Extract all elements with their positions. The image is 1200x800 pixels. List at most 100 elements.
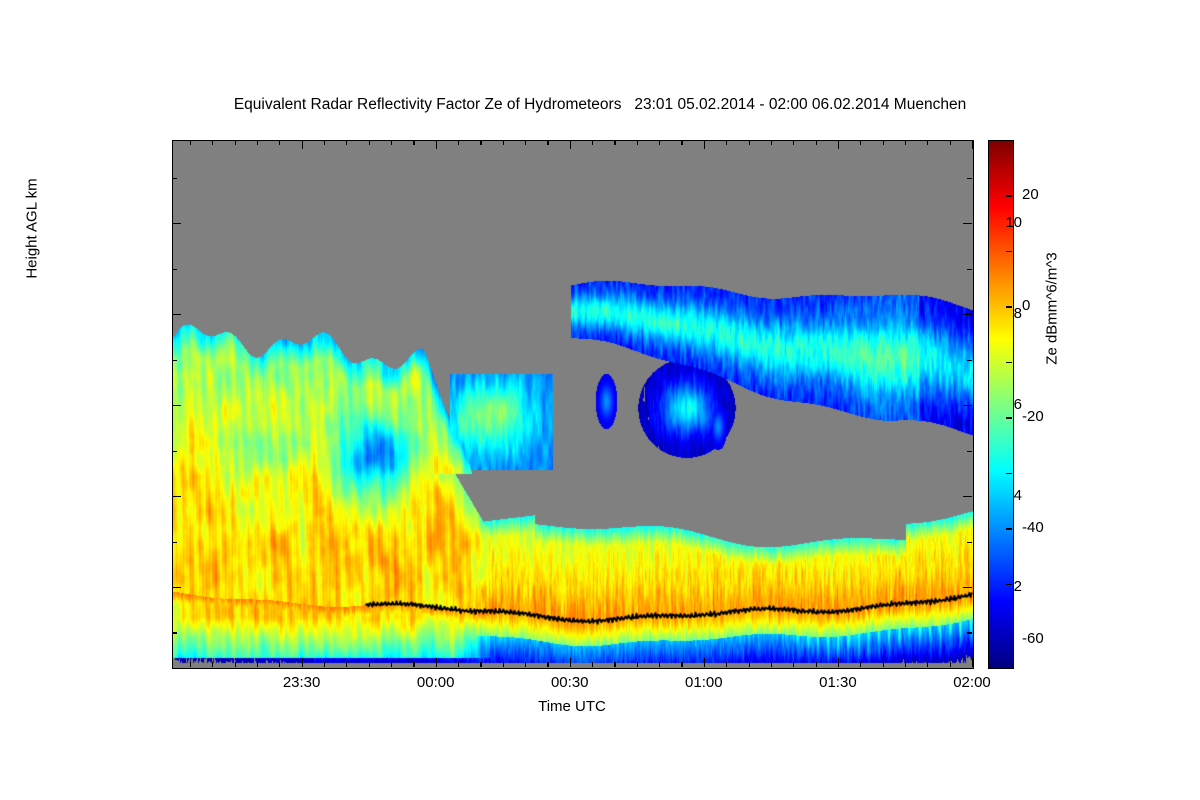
x-axis-tick [726, 662, 728, 667]
x-axis-tick [703, 658, 706, 667]
x-tick-label: 00:30 [550, 674, 589, 691]
x-axis-tick [458, 662, 460, 667]
y-axis-tick [967, 541, 972, 543]
x-axis-tick [547, 140, 549, 145]
y-axis-tick [963, 223, 972, 225]
x-axis-tick [860, 662, 862, 667]
x-axis-tick [323, 140, 326, 145]
x-axis-tick [703, 140, 706, 149]
x-axis-tick [815, 140, 817, 145]
colorbar-tick [1006, 583, 1012, 585]
x-axis-tick [949, 140, 951, 145]
x-axis-tick [748, 662, 750, 667]
x-axis-tick [972, 658, 974, 667]
x-axis-tick [636, 662, 638, 667]
x-axis-tick [770, 140, 773, 145]
y-axis-tick [963, 586, 972, 589]
x-axis-tick [279, 662, 281, 667]
x-axis-tick [636, 140, 638, 145]
y-tick-label: 2 [1013, 577, 1022, 595]
x-axis-tick [681, 140, 683, 145]
x-axis-tick [837, 140, 840, 149]
x-axis-tick [458, 140, 460, 145]
x-axis-tick [212, 662, 214, 667]
x-axis-tick [659, 140, 661, 145]
y-axis-tick [967, 268, 972, 270]
y-tick-label: 8 [1013, 305, 1022, 323]
x-axis-tick [882, 662, 884, 667]
x-axis-tick [502, 140, 504, 145]
colorbar-tick [1006, 528, 1012, 530]
y-tick-label: 4 [1013, 487, 1022, 505]
x-axis-tick [793, 662, 795, 667]
colorbar-tick [1006, 417, 1012, 419]
x-axis-tick [927, 140, 929, 145]
x-axis-tick [480, 140, 482, 145]
x-axis-tick [860, 140, 862, 145]
y-axis-tick [172, 177, 177, 179]
x-axis-tick [748, 140, 750, 145]
x-axis-tick [502, 662, 504, 667]
x-axis-tick [837, 658, 840, 667]
y-axis-tick [172, 541, 177, 543]
x-axis-tick [368, 140, 370, 145]
x-axis-tick [346, 662, 348, 667]
x-axis-tick [569, 658, 571, 667]
x-axis-tick [189, 662, 192, 667]
x-axis-tick [882, 140, 884, 145]
x-axis-tick [726, 140, 728, 145]
plot-area [172, 140, 974, 669]
y-axis-tick [172, 450, 177, 452]
y-axis-tick [172, 632, 177, 634]
colorbar-tick [1006, 472, 1012, 475]
colorbar-tick [1006, 250, 1012, 253]
y-axis-tick [172, 586, 181, 589]
x-axis-tick [480, 662, 482, 667]
x-axis-tick [212, 140, 214, 145]
x-axis-tick [614, 140, 616, 145]
x-axis-tick [435, 140, 437, 149]
x-axis-tick [614, 662, 616, 667]
x-axis-tick [323, 662, 326, 667]
x-axis-tick [681, 662, 683, 667]
x-tick-label: 01:00 [685, 674, 723, 691]
figure-title: Equivalent Radar Reflectivity Factor Ze … [233, 96, 967, 113]
x-axis-title: Time UTC [538, 698, 606, 715]
y-axis-tick [967, 632, 972, 634]
colorbar-title: Ze dBmm^6/m^3 [1043, 252, 1061, 365]
y-axis-title: Height AGL km [23, 178, 41, 279]
y-axis-tick [172, 359, 177, 361]
x-axis-tick [435, 658, 437, 667]
colorbar-gradient [989, 141, 1013, 668]
x-axis-tick [256, 662, 259, 667]
colorbar-tick [1006, 639, 1012, 641]
x-axis-tick [770, 662, 773, 667]
x-tick-label: 01:30 [819, 674, 857, 691]
reflectivity-heatmap [173, 141, 973, 668]
x-axis-tick [904, 140, 907, 145]
colorbar-tick-label: -20 [1022, 408, 1044, 426]
y-axis-tick [967, 177, 972, 179]
x-axis-tick [368, 662, 370, 667]
x-axis-tick [904, 662, 907, 667]
x-axis-tick [413, 140, 415, 145]
y-tick-label: 6 [1013, 396, 1022, 414]
x-axis-tick [413, 662, 415, 667]
x-axis-tick [390, 140, 393, 145]
x-tick-label: 02:00 [953, 674, 991, 691]
colorbar-tick [1006, 306, 1012, 308]
colorbar-tick [1006, 195, 1012, 197]
x-axis-tick [346, 140, 348, 145]
x-tick-label: 23:30 [282, 674, 321, 691]
x-axis-tick [927, 662, 929, 667]
y-tick-label: 10 [1005, 214, 1022, 232]
colorbar-tick [1006, 361, 1012, 364]
colorbar-tick-label: -40 [1022, 519, 1044, 537]
y-axis-tick [172, 405, 181, 407]
x-axis-tick [234, 662, 236, 667]
x-axis-tick [547, 662, 549, 667]
y-axis-tick [963, 496, 972, 498]
x-axis-tick [279, 140, 281, 145]
x-axis-tick [592, 140, 594, 145]
